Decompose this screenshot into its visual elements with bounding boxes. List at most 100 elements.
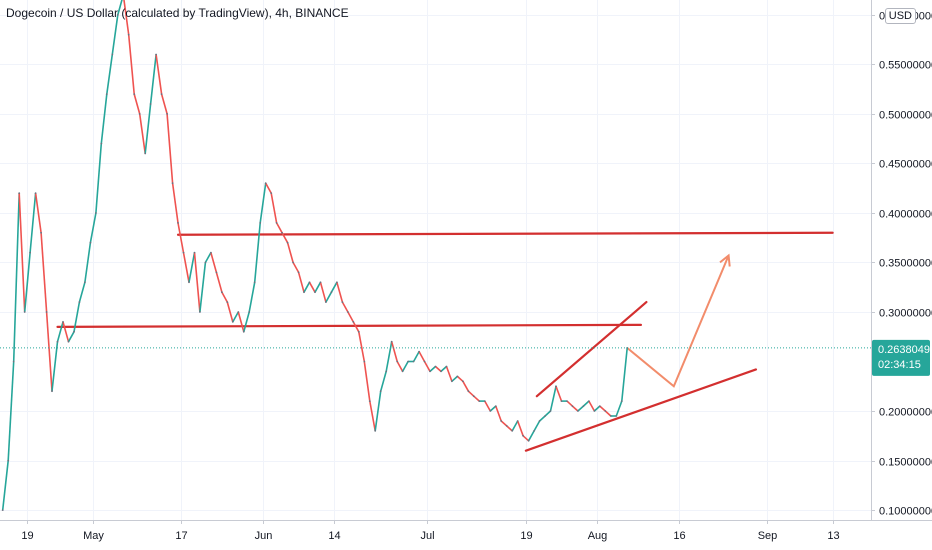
price-point-88 [483, 400, 486, 402]
price-point-63 [347, 311, 349, 313]
y-tick-label-7: 0.20000000 [879, 407, 932, 419]
price-segment-64 [347, 311, 355, 323]
price-segment-90 [489, 405, 497, 412]
price-segment-12 [62, 321, 70, 342]
price-point-51 [281, 231, 283, 234]
price-segment-47 [253, 222, 261, 283]
price-segment-58 [314, 281, 322, 293]
price-segment-107 [582, 400, 590, 407]
y-tick-label-2: 0.50000000 [879, 110, 932, 122]
price-segment-69 [374, 391, 382, 432]
price-segment-78 [423, 361, 431, 372]
price-segment-50 [270, 192, 278, 224]
price-segment-39 [210, 252, 218, 273]
price-segment-23 [123, 0, 130, 35]
price-segment-7 [34, 192, 42, 233]
price-segment-52 [281, 232, 289, 244]
price-segment-57 [308, 281, 316, 293]
price-point-70 [385, 370, 388, 373]
price-point-84 [462, 380, 464, 383]
chart-grid [0, 0, 871, 520]
price-point-93 [511, 430, 514, 432]
price-segment-2 [7, 361, 15, 461]
price-segment-96 [522, 435, 530, 442]
price-segment-85 [462, 380, 470, 392]
price-point-60 [330, 291, 333, 294]
price-segment-67 [363, 361, 371, 402]
price-axis[interactable]: 0.600000000.550000000.500000000.45000000… [871, 11, 932, 518]
price-point-72 [396, 360, 399, 363]
y-tick-label-5: 0.35000000 [879, 258, 932, 270]
price-point-78 [429, 370, 431, 373]
x-tick-label-1: May [83, 530, 104, 542]
price-point-34 [188, 281, 190, 284]
price-point-25 [138, 113, 141, 115]
price-segment-25 [133, 93, 141, 115]
price-point-52 [286, 241, 289, 244]
price-point-89 [489, 410, 492, 412]
price-segment-54 [292, 262, 300, 273]
price-point-8 [45, 311, 48, 313]
price-segment-65 [352, 321, 360, 333]
price-segment-21 [111, 14, 119, 55]
price-segment-24 [127, 34, 135, 95]
price-segment-20 [106, 54, 114, 95]
y-tick-label-1: 0.55000000 [879, 60, 932, 72]
projection-arrow-head [719, 253, 731, 267]
price-point-104 [571, 405, 574, 407]
price-point-113 [620, 400, 623, 402]
price-segment-106 [577, 405, 584, 412]
y-tick-label-8: 0.15000000 [879, 457, 932, 469]
price-segment-40 [215, 272, 223, 293]
price-segment-82 [445, 366, 453, 382]
price-point-97 [533, 430, 535, 432]
price-point-94 [516, 420, 519, 422]
price-segment-101 [549, 386, 557, 412]
price-segment-35 [188, 252, 196, 283]
price-segment-43 [232, 311, 239, 323]
price-point-21 [116, 14, 119, 16]
price-segment-11 [56, 321, 64, 342]
price-point-105 [577, 410, 579, 412]
price-segment-110 [599, 405, 606, 412]
price-segment-32 [171, 183, 179, 224]
price-point-83 [456, 375, 459, 378]
price-segment-77 [418, 351, 426, 362]
price-point-15 [84, 281, 86, 284]
price-segment-93 [506, 425, 513, 432]
price-segment-81 [440, 365, 448, 372]
price-segment-33 [177, 222, 185, 253]
price-point-36 [199, 311, 201, 313]
price-point-19 [105, 93, 108, 95]
price-segment-94 [511, 420, 519, 432]
price-point-62 [341, 301, 344, 303]
price-segment-91 [495, 405, 502, 422]
price-segment-19 [100, 94, 108, 144]
price-segment-13 [67, 331, 75, 343]
time-axis[interactable]: 19 May 17 Jun 14 Jul 19 Aug 16 Sep 13 [21, 520, 840, 542]
price-segment-104 [566, 400, 573, 407]
price-point-46 [253, 281, 256, 284]
price-point-55 [303, 291, 305, 294]
price-segment-18 [95, 143, 103, 214]
price-point-100 [549, 410, 552, 412]
price-point-37 [204, 261, 207, 264]
price-segment-14 [73, 301, 81, 332]
price-segment-80 [434, 365, 442, 372]
price-point-96 [527, 439, 530, 442]
price-segment-60 [325, 291, 333, 303]
price-point-112 [615, 415, 618, 417]
price-point-57 [314, 291, 316, 294]
price-point-14 [78, 301, 81, 303]
price-segment-16 [84, 242, 92, 283]
price-segment-99 [539, 415, 546, 422]
trendline-annotations[interactable] [56, 231, 834, 452]
x-tick-label-8: 16 [673, 530, 685, 542]
price-point-53 [292, 261, 294, 264]
currency-badge[interactable]: USD [884, 8, 916, 24]
price-point-98 [538, 420, 541, 422]
price-point-39 [215, 271, 218, 274]
price-segment-29 [155, 54, 163, 95]
price-point-108 [593, 410, 596, 412]
